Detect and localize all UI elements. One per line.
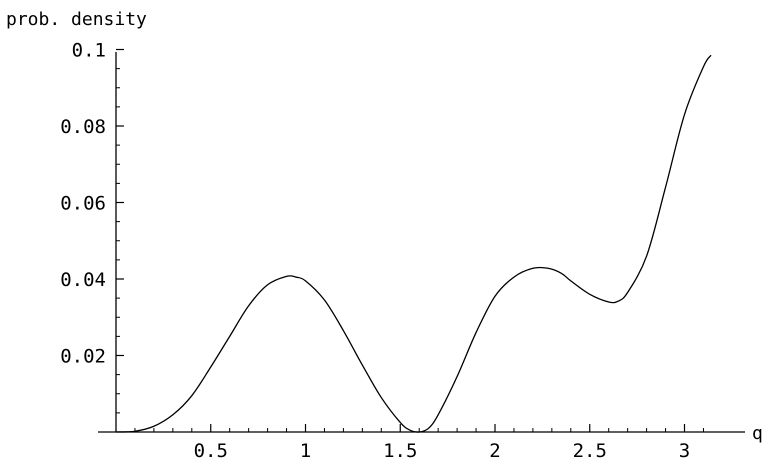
x-tick-label: 2 (489, 440, 500, 459)
x-axis-label: q (752, 423, 763, 444)
y-axis-label: prob. density (6, 9, 147, 30)
axes (98, 52, 745, 433)
x-tick-label: 0.5 (194, 440, 228, 459)
y-tick-label: 0.06 (60, 193, 106, 215)
y-tick-label: 0.1 (72, 40, 106, 62)
density-curve (115, 54, 712, 433)
series (115, 54, 712, 433)
x-tick-label: 2.5 (573, 440, 607, 459)
y-tick-label: 0.02 (60, 346, 106, 368)
y-tick-label: 0.08 (60, 116, 106, 138)
x-tick-label: 3 (679, 440, 690, 459)
ticks: 0.5 1 1.5 2 2.5 3 0.02 0.04 0.06 0.08 0.1 (60, 40, 704, 459)
x-tick-label: 1 (300, 440, 311, 459)
y-tick-label: 0.04 (60, 269, 106, 291)
x-tick-label: 1.5 (383, 440, 417, 459)
